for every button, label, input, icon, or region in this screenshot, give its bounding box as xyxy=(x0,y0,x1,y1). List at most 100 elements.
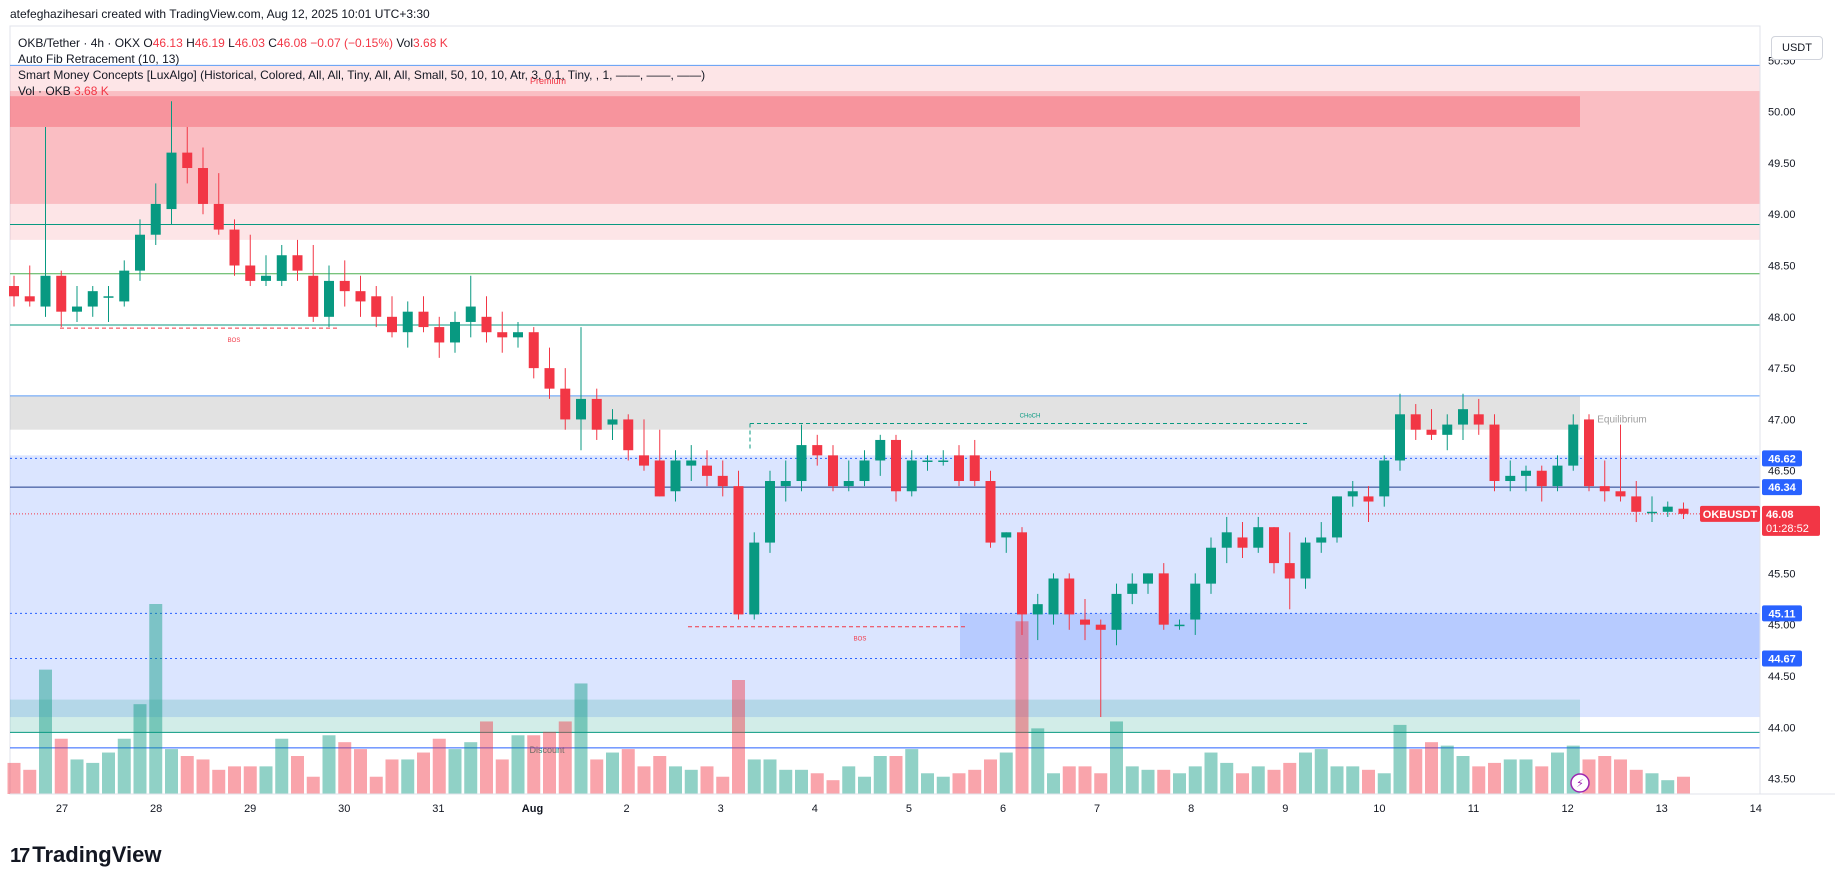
symbol-name[interactable]: OKB/Tether · 4h · OKX xyxy=(18,36,141,50)
volume-bar xyxy=(180,756,194,794)
candle-body xyxy=(1458,409,1468,425)
volume-bar xyxy=(480,721,493,794)
volume-bar xyxy=(149,604,163,794)
indicator-fib[interactable]: Auto Fib Retracement (10, 13) xyxy=(18,52,180,66)
price-tick-label: 43.50 xyxy=(1768,774,1796,786)
volume-bar xyxy=(590,759,604,794)
candle-body xyxy=(717,475,728,487)
candle-body xyxy=(245,265,256,281)
candle-body xyxy=(1221,532,1232,548)
volume-bar xyxy=(1015,621,1029,794)
bos-label: BOS xyxy=(228,338,241,344)
candle-body xyxy=(135,234,145,271)
candle-body xyxy=(623,419,634,451)
high-value: 46.19 xyxy=(194,36,225,50)
annotations: BOS CHoCH BOS ⚡ xyxy=(60,327,1590,793)
candle-body xyxy=(1521,470,1531,476)
volume-bar xyxy=(1503,759,1517,794)
candle-body xyxy=(1568,424,1579,466)
time-tick-label: 29 xyxy=(244,803,256,815)
volume-bar xyxy=(1314,749,1328,794)
indicator-volume[interactable]: Vol · OKB 3.68 K xyxy=(18,83,705,99)
candle-body xyxy=(796,445,807,482)
candle-body xyxy=(1143,573,1153,584)
volume-bar xyxy=(1062,766,1076,794)
volume-bar xyxy=(732,680,745,794)
candle-body xyxy=(780,481,791,487)
volume-bar xyxy=(117,738,131,794)
volume-indicator-value: 3.68 K xyxy=(74,84,109,98)
volume-bar xyxy=(1362,769,1375,794)
volume-bar xyxy=(291,756,304,794)
volume-bar xyxy=(952,773,966,794)
candle-body xyxy=(1332,496,1342,538)
price-badge-label: 44.67 xyxy=(1768,654,1796,666)
indicator-smc[interactable]: Smart Money Concepts [LuxAlgo] (Historic… xyxy=(18,68,706,82)
candle-body xyxy=(450,321,460,343)
volume-bar xyxy=(747,759,761,794)
time-tick-label: 13 xyxy=(1656,803,1668,815)
alert-lightning-icon: ⚡ xyxy=(1570,773,1590,793)
volume-bar xyxy=(621,749,635,794)
volume-bar xyxy=(779,769,793,794)
time-tick-label: 30 xyxy=(338,803,350,815)
candle-body xyxy=(40,275,51,307)
volume-bar xyxy=(196,759,210,794)
volume-bar xyxy=(464,742,478,794)
volume-bar xyxy=(1204,752,1218,794)
volume-bar xyxy=(1535,766,1549,794)
volume-bar xyxy=(432,738,446,794)
high-label: H xyxy=(186,36,195,50)
last-price-badge xyxy=(1762,505,1820,536)
currency-button[interactable]: USDT xyxy=(1771,36,1823,60)
bar-countdown: 01:28:52 xyxy=(1766,523,1809,535)
candle-body xyxy=(654,460,665,497)
candle-body xyxy=(828,455,838,487)
candle-body xyxy=(639,455,649,466)
volume-bar xyxy=(763,759,777,794)
price-badge xyxy=(1762,450,1802,467)
time-tick-label: 7 xyxy=(1094,803,1100,815)
candle-body xyxy=(1489,424,1500,482)
choch-label: CHoCH xyxy=(1020,414,1041,420)
time-tick-label: 5 xyxy=(906,803,912,815)
candle-body xyxy=(1080,619,1090,625)
candle-body xyxy=(418,311,429,328)
candle-body xyxy=(24,296,35,302)
low-value: 46.03 xyxy=(234,36,265,50)
volume-bar xyxy=(102,752,115,794)
volume-bar xyxy=(700,766,714,794)
symbol-ohlc-row[interactable]: OKB/Tether · 4h · OKX O46.13 H46.19 L46.… xyxy=(18,35,705,51)
volume-bar xyxy=(1614,759,1627,794)
candle-body xyxy=(497,332,508,338)
discount-order-block xyxy=(10,699,1580,733)
candle-body xyxy=(1363,496,1374,502)
vol-value: 3.68 K xyxy=(413,36,448,50)
price-badge-label: 46.34 xyxy=(1768,482,1796,494)
volume-bar xyxy=(1110,721,1123,794)
candlestick-series xyxy=(9,101,1689,718)
candle-body xyxy=(1505,475,1516,482)
volume-bar xyxy=(1409,749,1423,794)
discount-zone xyxy=(10,455,1760,718)
candle-body xyxy=(213,203,224,230)
candle-body xyxy=(1001,532,1012,538)
candle-body xyxy=(1190,583,1201,620)
symbol-price-tag xyxy=(1700,505,1760,522)
candle-body xyxy=(1678,508,1689,514)
volume-bar xyxy=(810,773,824,794)
candle-body xyxy=(1599,486,1610,492)
candle-body xyxy=(749,542,760,615)
candle-body xyxy=(198,168,208,204)
candle-body xyxy=(560,388,571,420)
candle-body xyxy=(670,460,681,492)
symbol-price-tag-label: OKBUSDT xyxy=(1703,509,1758,521)
volume-bar xyxy=(968,769,982,794)
time-tick-label: 11 xyxy=(1468,803,1479,815)
premium-order-block xyxy=(10,96,1580,127)
alert-glyph: ⚡ xyxy=(1576,777,1584,790)
alert-circle xyxy=(1570,773,1590,793)
candle-body xyxy=(1584,419,1594,487)
volume-bar xyxy=(1047,773,1060,794)
